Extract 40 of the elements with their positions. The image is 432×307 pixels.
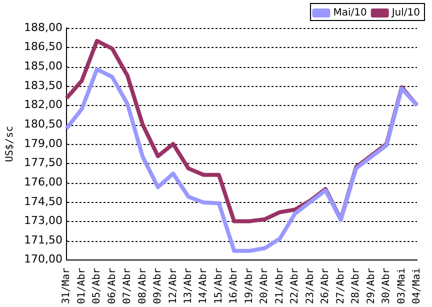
x-tick-label: 22/Abr (290, 268, 301, 304)
y-tick-label: 174,50 (24, 194, 62, 208)
x-tick-label: 07/Abr (122, 268, 134, 304)
x-tick-label: 26/Abr (320, 268, 332, 304)
y-axis-title: US$/sc (4, 126, 16, 162)
x-tick-label: 29/Abr (366, 268, 377, 304)
y-tick-label: 176,00 (24, 175, 62, 188)
x-tick-label: 31/Mar (61, 268, 72, 304)
y-tick-label: 179,00 (24, 136, 62, 150)
x-tick-label: 15/Abr (213, 268, 224, 304)
y-tick-label: 182,00 (24, 98, 62, 112)
x-tick-label: 03/Mai (396, 268, 408, 304)
legend-label: Mai/10 (333, 8, 367, 19)
y-tick-label: 186,50 (24, 40, 62, 54)
x-tick-label: 28/Abr (350, 268, 362, 304)
x-tick-label: 05/Abr (92, 268, 103, 304)
y-tick-label: 180,50 (24, 117, 62, 130)
x-tick-label: 19/Abr (244, 268, 255, 304)
y-tick-label: 171,50 (24, 233, 62, 246)
y-tick-label: 177,50 (24, 156, 62, 170)
x-tick-label: 01/Abr (76, 268, 88, 304)
y-tick-label: 183,50 (24, 78, 62, 92)
y-tick-label: 188,00 (24, 20, 62, 34)
x-tick-label: 12/Abr (168, 268, 179, 304)
x-tick-label: 23/Abr (304, 268, 316, 304)
y-tick-label: 170,00 (24, 252, 62, 266)
y-tick-label: 173,00 (24, 214, 62, 228)
x-tick-label: 09/Abr (152, 268, 164, 304)
x-tick-label: 27/Abr (335, 268, 346, 304)
x-tick-label: 08/Abr (137, 268, 148, 304)
x-tick-label: 30/Abr (381, 268, 392, 304)
x-tick-label: 20/Abr (259, 268, 270, 304)
x-tick-label: 14/Abr (198, 268, 210, 304)
x-tick-label: 06/Abr (106, 268, 118, 304)
x-tick-label: 13/Abr (183, 268, 194, 304)
legend-label: Jul/10 (390, 8, 420, 19)
y-tick-label: 185,00 (24, 60, 62, 73)
x-tick-label: 16/Abr (228, 268, 240, 304)
x-tick-label: 04/Mai (412, 268, 423, 304)
x-tick-label: 21/Abr (274, 268, 286, 304)
